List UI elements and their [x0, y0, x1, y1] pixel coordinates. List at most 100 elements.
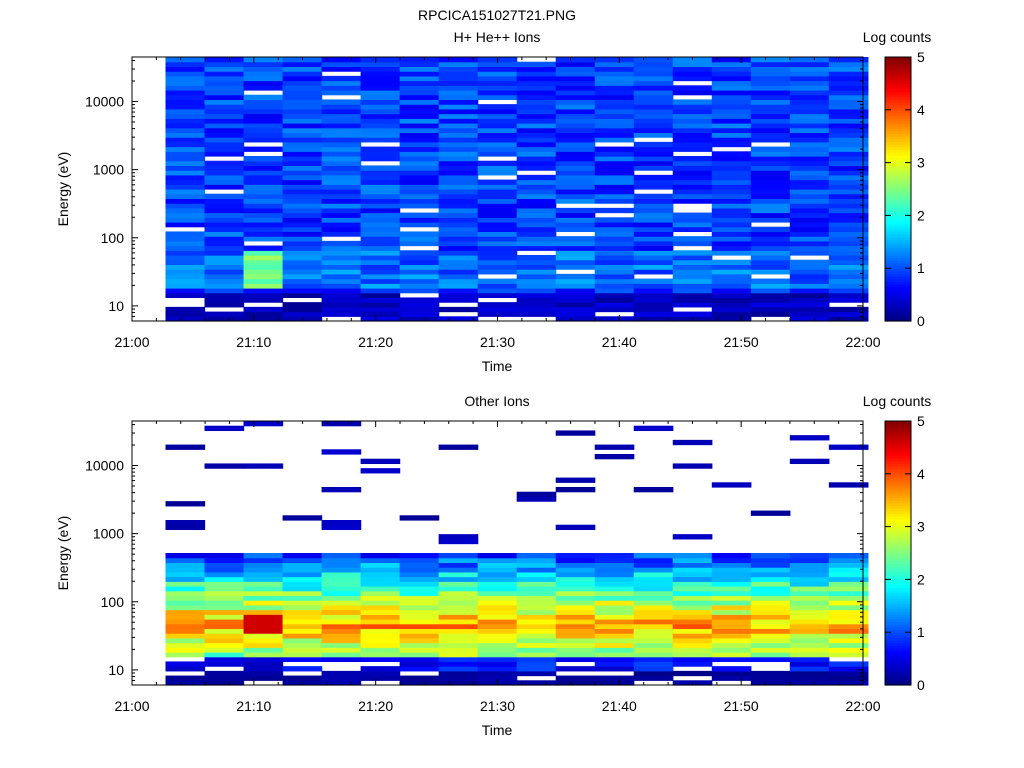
heat-cell: [750, 590, 791, 597]
heat-cell: [594, 71, 635, 77]
colorbar-swatch: [885, 299, 911, 304]
heat-cell: [672, 647, 713, 653]
heat-cell: [594, 104, 635, 110]
heat-cell: [750, 193, 791, 200]
heat-cell: [789, 104, 830, 110]
heat-cell: [516, 104, 557, 110]
heat-cell: [750, 628, 791, 634]
heat-cell: [828, 212, 869, 218]
heat-cell: [204, 179, 245, 185]
heat-cell: [243, 600, 284, 606]
colorbar-swatch: [885, 481, 911, 485]
heat-cell: [516, 203, 557, 209]
heat-cell: [594, 576, 635, 582]
heat-cell: [516, 66, 557, 72]
heat-cell: [789, 75, 830, 82]
heat-cell: [282, 609, 323, 615]
colorbar-swatch: [885, 655, 911, 660]
heat-cell: [594, 231, 635, 237]
heat-cell: [750, 642, 791, 648]
heat-cell: [243, 619, 284, 625]
heat-cell: [750, 207, 791, 214]
heat-cell: [789, 614, 830, 620]
heat-cell: [321, 179, 362, 185]
heat-cell: [555, 113, 596, 119]
heat-cell: [828, 311, 869, 317]
colorbar-swatch: [885, 268, 911, 272]
heat-cell: [789, 670, 830, 677]
heat-cell: [828, 61, 869, 68]
heat-cell: [516, 642, 557, 648]
heat-cell: [828, 482, 869, 488]
colorbar-swatch: [885, 159, 911, 164]
heat-cell: [633, 66, 674, 72]
heat-cell: [360, 236, 401, 242]
heat-cell: [438, 444, 479, 450]
heat-cell: [438, 316, 479, 322]
heat-cell: [516, 85, 557, 91]
heat-cell: [360, 628, 401, 634]
heat-cell: [672, 156, 713, 162]
heat-cell: [399, 203, 440, 209]
heat-cell: [789, 90, 830, 96]
colorbar-swatch: [885, 648, 911, 652]
heat-cell: [438, 288, 479, 294]
heat-cell: [789, 61, 830, 68]
colorbar-swatch: [885, 173, 911, 177]
heat-cell: [399, 71, 440, 77]
heat-cell: [165, 586, 206, 592]
heat-cell: [516, 141, 557, 148]
heat-cell: [594, 217, 635, 223]
heat-cell: [633, 581, 674, 587]
heat-cell: [594, 283, 635, 289]
colorbar-swatch: [885, 629, 911, 633]
heat-cell: [711, 557, 752, 564]
heat-cell: [165, 661, 206, 667]
heat-cell: [321, 586, 362, 592]
colorbar-swatch: [885, 109, 911, 114]
heat-cell: [360, 226, 401, 233]
heat-cell: [750, 571, 791, 578]
heat-cell: [360, 222, 401, 228]
heat-cell: [321, 212, 362, 218]
heat-cell: [282, 571, 323, 578]
heat-cell: [399, 165, 440, 171]
heat-cell: [711, 595, 752, 601]
colorbar-swatch: [885, 531, 911, 536]
heat-cell: [516, 288, 557, 294]
heat-cell: [438, 250, 479, 256]
heat-cell: [594, 590, 635, 597]
heat-cell: [282, 614, 323, 620]
heat-cell: [633, 165, 674, 171]
heat-cell: [438, 661, 479, 667]
heat-cell: [594, 226, 635, 233]
heat-cell: [204, 264, 245, 270]
heat-cell: [321, 487, 362, 493]
heat-cell: [594, 198, 635, 204]
y-axis-label: Energy (eV): [55, 152, 71, 227]
heat-cell: [165, 604, 206, 611]
heat-cell: [750, 113, 791, 119]
heat-cell: [360, 675, 401, 681]
heat-cell: [321, 642, 362, 648]
heat-cell: [438, 222, 479, 228]
heat-cell: [594, 165, 635, 171]
heat-cell: [750, 567, 791, 573]
heat-cell: [321, 217, 362, 223]
colorbar-swatch: [885, 545, 911, 549]
colorbar-swatch: [885, 175, 911, 180]
heat-cell: [399, 250, 440, 256]
heat-cell: [516, 184, 557, 190]
heat-cell: [438, 137, 479, 143]
heat-cell: [438, 212, 479, 218]
heat-cell: [282, 656, 323, 663]
heat-cell: [594, 264, 635, 270]
heat-cell: [321, 652, 362, 658]
heat-cell: [438, 666, 479, 672]
heat-cell: [633, 104, 674, 110]
heat-cell: [399, 515, 440, 521]
heat-cell: [438, 586, 479, 592]
heat-cell: [828, 236, 869, 242]
colorbar-swatch: [885, 605, 911, 610]
heat-cell: [165, 595, 206, 601]
